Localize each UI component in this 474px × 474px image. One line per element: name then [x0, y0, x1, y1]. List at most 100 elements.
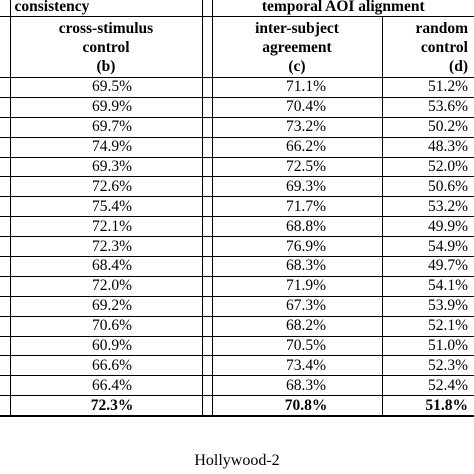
- row-spacer-left: [0, 296, 11, 317]
- table-row: 70.6% 68.2% 52.1%: [0, 316, 474, 337]
- column-header-c-line3: (c): [288, 58, 306, 75]
- row-spacer-left: [0, 137, 11, 158]
- cell-inter-subject: 68.3%: [212, 256, 383, 277]
- table-row-mean: 72.3% 70.8% 51.8%: [0, 395, 474, 418]
- row-spacer-left: [0, 157, 11, 178]
- table-row: 60.9% 70.5% 51.0%: [0, 336, 474, 357]
- cell-inter-subject: 73.2%: [212, 117, 383, 138]
- cell-random-control: 52.0%: [382, 157, 474, 178]
- cell-inter-subject: 68.3%: [212, 375, 383, 397]
- table-row: 72.1% 68.8% 49.9%: [0, 216, 474, 238]
- cell-random-control: 48.3%: [382, 137, 474, 158]
- cell-random-control: 49.9%: [382, 216, 474, 238]
- row-spacer-mid: [202, 395, 213, 418]
- row-spacer-left: [0, 395, 11, 418]
- row-spacer-mid: [202, 157, 213, 178]
- cell-cross-stimulus: 69.3%: [10, 157, 203, 178]
- cell-cross-stimulus: 72.0%: [10, 276, 203, 297]
- results-table-container: consistency temporal AOI alignment cross…: [0, 0, 474, 418]
- cell-inter-subject: 70.5%: [212, 336, 383, 357]
- row-spacer-mid: [202, 196, 213, 218]
- table-row: 75.4% 71.7% 53.2%: [0, 196, 474, 218]
- cell-random-control: 49.7%: [382, 256, 474, 277]
- table-row: 69.7% 73.2% 50.2%: [0, 117, 474, 138]
- row-spacer-left: [0, 77, 11, 98]
- table-caption: Hollywood-2: [194, 452, 280, 469]
- column-header-row: cross-stimulus control (b) inter-subject…: [0, 16, 474, 78]
- row-spacer-left: [0, 276, 11, 297]
- row-spacer-mid: [202, 296, 213, 317]
- table-row: 72.0% 71.9% 54.1%: [0, 276, 474, 297]
- row-spacer-mid: [202, 176, 213, 198]
- cell-cross-stimulus: 69.2%: [10, 296, 203, 317]
- row-spacer-mid: [202, 316, 213, 337]
- column-header-b-line1: cross-stimulus: [58, 20, 154, 37]
- row-spacer-left: [0, 316, 11, 337]
- cell-random-control: 51.0%: [382, 336, 474, 357]
- cell-random-control: 50.6%: [382, 176, 474, 198]
- cell-inter-subject: 68.8%: [212, 216, 383, 238]
- column-header-b: cross-stimulus control (b): [10, 16, 203, 78]
- cell-inter-subject: 76.9%: [212, 236, 383, 258]
- cell-cross-stimulus: 69.9%: [10, 97, 203, 118]
- row-spacer-left: [0, 97, 11, 118]
- results-table: consistency temporal AOI alignment cross…: [0, 0, 474, 418]
- cell-random-control: 53.9%: [382, 296, 474, 317]
- row-spacer-left: [0, 355, 11, 377]
- column-header-c-line2: agreement: [262, 39, 332, 56]
- group-header-consistency: consistency: [10, 0, 203, 17]
- cell-cross-stimulus: 72.3%: [10, 395, 203, 418]
- cell-inter-subject: 68.2%: [212, 316, 383, 337]
- table-row: 66.4% 68.3% 52.4%: [0, 375, 474, 397]
- cell-random-control: 52.4%: [382, 375, 474, 397]
- cell-inter-subject: 71.7%: [212, 196, 383, 218]
- column-header-b-line3: (b): [96, 58, 116, 75]
- row-spacer-left: [0, 256, 11, 277]
- cell-random-control: 51.8%: [382, 395, 474, 418]
- group-spacer-left: [0, 0, 11, 17]
- header-spacer-mid: [202, 16, 213, 78]
- table-body: 69.5% 71.1% 51.2% 69.9% 70.4% 53.6% 69.7% 73.2%…: [0, 77, 474, 418]
- row-spacer-mid: [202, 117, 213, 138]
- row-spacer-mid: [202, 236, 213, 258]
- cell-random-control: 53.6%: [382, 97, 474, 118]
- cell-cross-stimulus: 72.6%: [10, 176, 203, 198]
- row-spacer-mid: [202, 137, 213, 158]
- table-row: 69.2% 67.3% 53.9%: [0, 296, 474, 317]
- row-spacer-mid: [202, 256, 213, 277]
- row-spacer-mid: [202, 77, 213, 98]
- header-spacer-left: [0, 16, 11, 78]
- group-header-row: consistency temporal AOI alignment: [0, 0, 474, 17]
- cell-cross-stimulus: 72.3%: [10, 236, 203, 258]
- table-row: 68.4% 68.3% 49.7%: [0, 256, 474, 277]
- cell-inter-subject: 67.3%: [212, 296, 383, 317]
- row-spacer-left: [0, 196, 11, 218]
- cell-random-control: 51.2%: [382, 77, 474, 98]
- cell-cross-stimulus: 69.7%: [10, 117, 203, 138]
- row-spacer-mid: [202, 375, 213, 397]
- cell-random-control: 52.3%: [382, 355, 474, 377]
- column-header-d: random control (d): [382, 16, 474, 78]
- column-header-c: inter-subject agreement (c): [212, 16, 383, 78]
- row-spacer-mid: [202, 276, 213, 297]
- column-header-c-line1: inter-subject: [255, 20, 339, 37]
- cell-inter-subject: 66.2%: [212, 137, 383, 158]
- cell-inter-subject: 71.9%: [212, 276, 383, 297]
- cell-random-control: 53.2%: [382, 196, 474, 218]
- cell-inter-subject: 69.3%: [212, 176, 383, 198]
- column-header-d-line2: control: [420, 39, 468, 56]
- cell-cross-stimulus: 68.4%: [10, 256, 203, 277]
- cell-inter-subject: 70.4%: [212, 97, 383, 118]
- table-row: 72.6% 69.3% 50.6%: [0, 176, 474, 198]
- cell-cross-stimulus: 72.1%: [10, 216, 203, 238]
- row-spacer-mid: [202, 216, 213, 238]
- table-row: 69.9% 70.4% 53.6%: [0, 97, 474, 118]
- row-spacer-left: [0, 236, 11, 258]
- row-spacer-left: [0, 216, 11, 238]
- table-row: 74.9% 66.2% 48.3%: [0, 137, 474, 158]
- row-spacer-left: [0, 176, 11, 198]
- table-row: 72.3% 76.9% 54.9%: [0, 236, 474, 258]
- row-spacer-left: [0, 375, 11, 397]
- column-header-d-line3: (d): [449, 58, 468, 75]
- row-spacer-mid: [202, 97, 213, 118]
